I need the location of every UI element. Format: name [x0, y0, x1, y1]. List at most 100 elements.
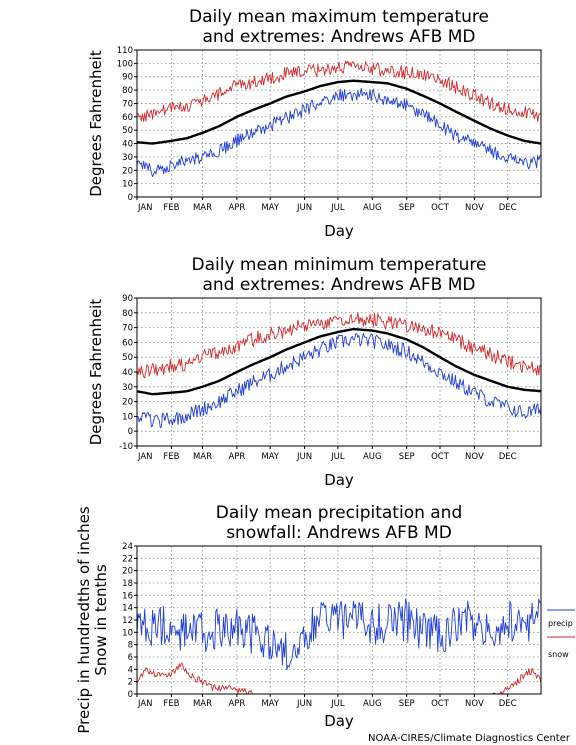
series-line-low_extreme — [136, 332, 542, 429]
month-label: DEC — [499, 452, 517, 462]
y-tick-label: 10 — [122, 412, 133, 422]
y-tick-label: 6 — [128, 653, 133, 663]
y-tick-label: 0 — [128, 193, 133, 203]
y-tick-label: 12 — [122, 616, 133, 626]
month-label: APR — [228, 452, 245, 462]
month-label: DEC — [499, 203, 517, 213]
y-tick-label: 8 — [128, 641, 133, 651]
plot-frame — [136, 49, 542, 198]
month-label: MAY — [261, 203, 279, 213]
month-label: FEB — [163, 203, 179, 213]
month-label: JAN — [137, 203, 153, 213]
y-tick-label: 70 — [122, 99, 133, 109]
month-label: SEP — [399, 203, 415, 213]
precip-legend: precip snow — [547, 609, 575, 659]
series-line-low_extreme — [136, 88, 542, 178]
x-axis-title: Day — [324, 222, 354, 240]
y-tick-label: 60 — [122, 338, 133, 348]
month-label: OCT — [431, 699, 450, 709]
month-label: APR — [228, 699, 245, 709]
y-tick-label: 40 — [122, 140, 133, 150]
y-tick-label: 60 — [122, 113, 133, 123]
y-tick-label: 30 — [122, 383, 133, 393]
y-axis-title: Degrees Fahrenheit — [87, 50, 105, 197]
y-tick-label: 110 — [117, 46, 133, 56]
y-tick-label: 24 — [122, 542, 133, 552]
chart-title-line: Daily mean minimum temperature — [192, 255, 487, 275]
month-label: MAR — [193, 699, 212, 709]
series-line-precip — [136, 598, 542, 671]
month-label: NOV — [465, 452, 484, 462]
y-tick-label: 40 — [122, 368, 133, 378]
y-axis-title: Snow in tenths — [92, 564, 110, 676]
y-tick-label: 80 — [122, 309, 133, 319]
legend-snow-label: snow — [548, 650, 569, 659]
y-tick-label: 4 — [128, 665, 133, 675]
y-tick-label: 20 — [122, 166, 133, 176]
month-label: NOV — [465, 699, 484, 709]
y-tick-label: -10 — [119, 442, 133, 452]
month-label: DEC — [499, 699, 517, 709]
month-label: MAY — [261, 452, 279, 462]
series-line-high_extreme — [136, 312, 542, 379]
legend-precip-label: precip — [548, 619, 573, 628]
month-label: JUN — [296, 203, 312, 213]
x-axis-title: Day — [324, 712, 354, 730]
y-tick-label: 10 — [122, 628, 133, 638]
month-label: JUL — [330, 699, 345, 709]
y-tick-label: 22 — [122, 554, 133, 564]
month-label: JAN — [137, 699, 153, 709]
month-label: SEP — [399, 452, 415, 462]
month-label: JUL — [330, 203, 345, 213]
month-label: JUL — [330, 452, 345, 462]
y-axis-title: Degrees Fahrenheit — [87, 299, 105, 446]
y-tick-label: 70 — [122, 324, 133, 334]
y-tick-label: 50 — [122, 126, 133, 136]
credit-text: NOAA-CIRES/Climate Diagnostics Center — [368, 733, 571, 744]
y-tick-label: 0 — [128, 690, 133, 700]
y-tick-label: 20 — [122, 567, 133, 577]
series-line-mean — [136, 327, 542, 396]
y-tick-label: 30 — [122, 153, 133, 163]
y-tick-label: 2 — [128, 678, 133, 688]
series-line-mean — [136, 79, 542, 145]
month-label: OCT — [431, 203, 450, 213]
chart-title-line: Daily mean maximum temperature — [189, 7, 489, 27]
month-label: MAR — [193, 203, 212, 213]
y-tick-label: 100 — [117, 59, 133, 69]
month-label: OCT — [431, 452, 450, 462]
chart-title-line: snowfall: Andrews AFB MD — [226, 523, 452, 543]
month-label: JUN — [296, 699, 312, 709]
month-label: JUN — [296, 452, 312, 462]
y-tick-label: 16 — [122, 591, 133, 601]
plot-frame — [136, 545, 542, 695]
month-label: MAR — [193, 452, 212, 462]
y-tick-label: 14 — [122, 604, 133, 614]
y-tick-label: 50 — [122, 353, 133, 363]
month-label: AUG — [363, 452, 382, 462]
month-label: JAN — [137, 452, 153, 462]
y-tick-label: 18 — [122, 579, 133, 589]
y-tick-label: 90 — [122, 73, 133, 83]
month-label: NOV — [465, 203, 484, 213]
y-tick-label: 10 — [122, 180, 133, 190]
month-label: FEB — [163, 699, 179, 709]
chart-title-line: and extremes: Andrews AFB MD — [202, 275, 475, 295]
chart-title-line: and extremes: Andrews AFB MD — [202, 27, 475, 47]
chart-title-line: Daily mean precipitation and — [216, 503, 463, 523]
month-label: FEB — [163, 452, 179, 462]
y-tick-label: 80 — [122, 86, 133, 96]
series-line-high_extreme — [136, 60, 542, 123]
x-axis-title: Day — [324, 471, 354, 489]
month-label: MAY — [261, 699, 279, 709]
month-label: AUG — [363, 203, 382, 213]
y-axis-title: Precip in hundredths of inches — [75, 506, 93, 733]
y-tick-label: 0 — [128, 427, 133, 437]
month-label: APR — [228, 203, 245, 213]
month-label: SEP — [399, 699, 415, 709]
plot-frame — [136, 297, 542, 447]
